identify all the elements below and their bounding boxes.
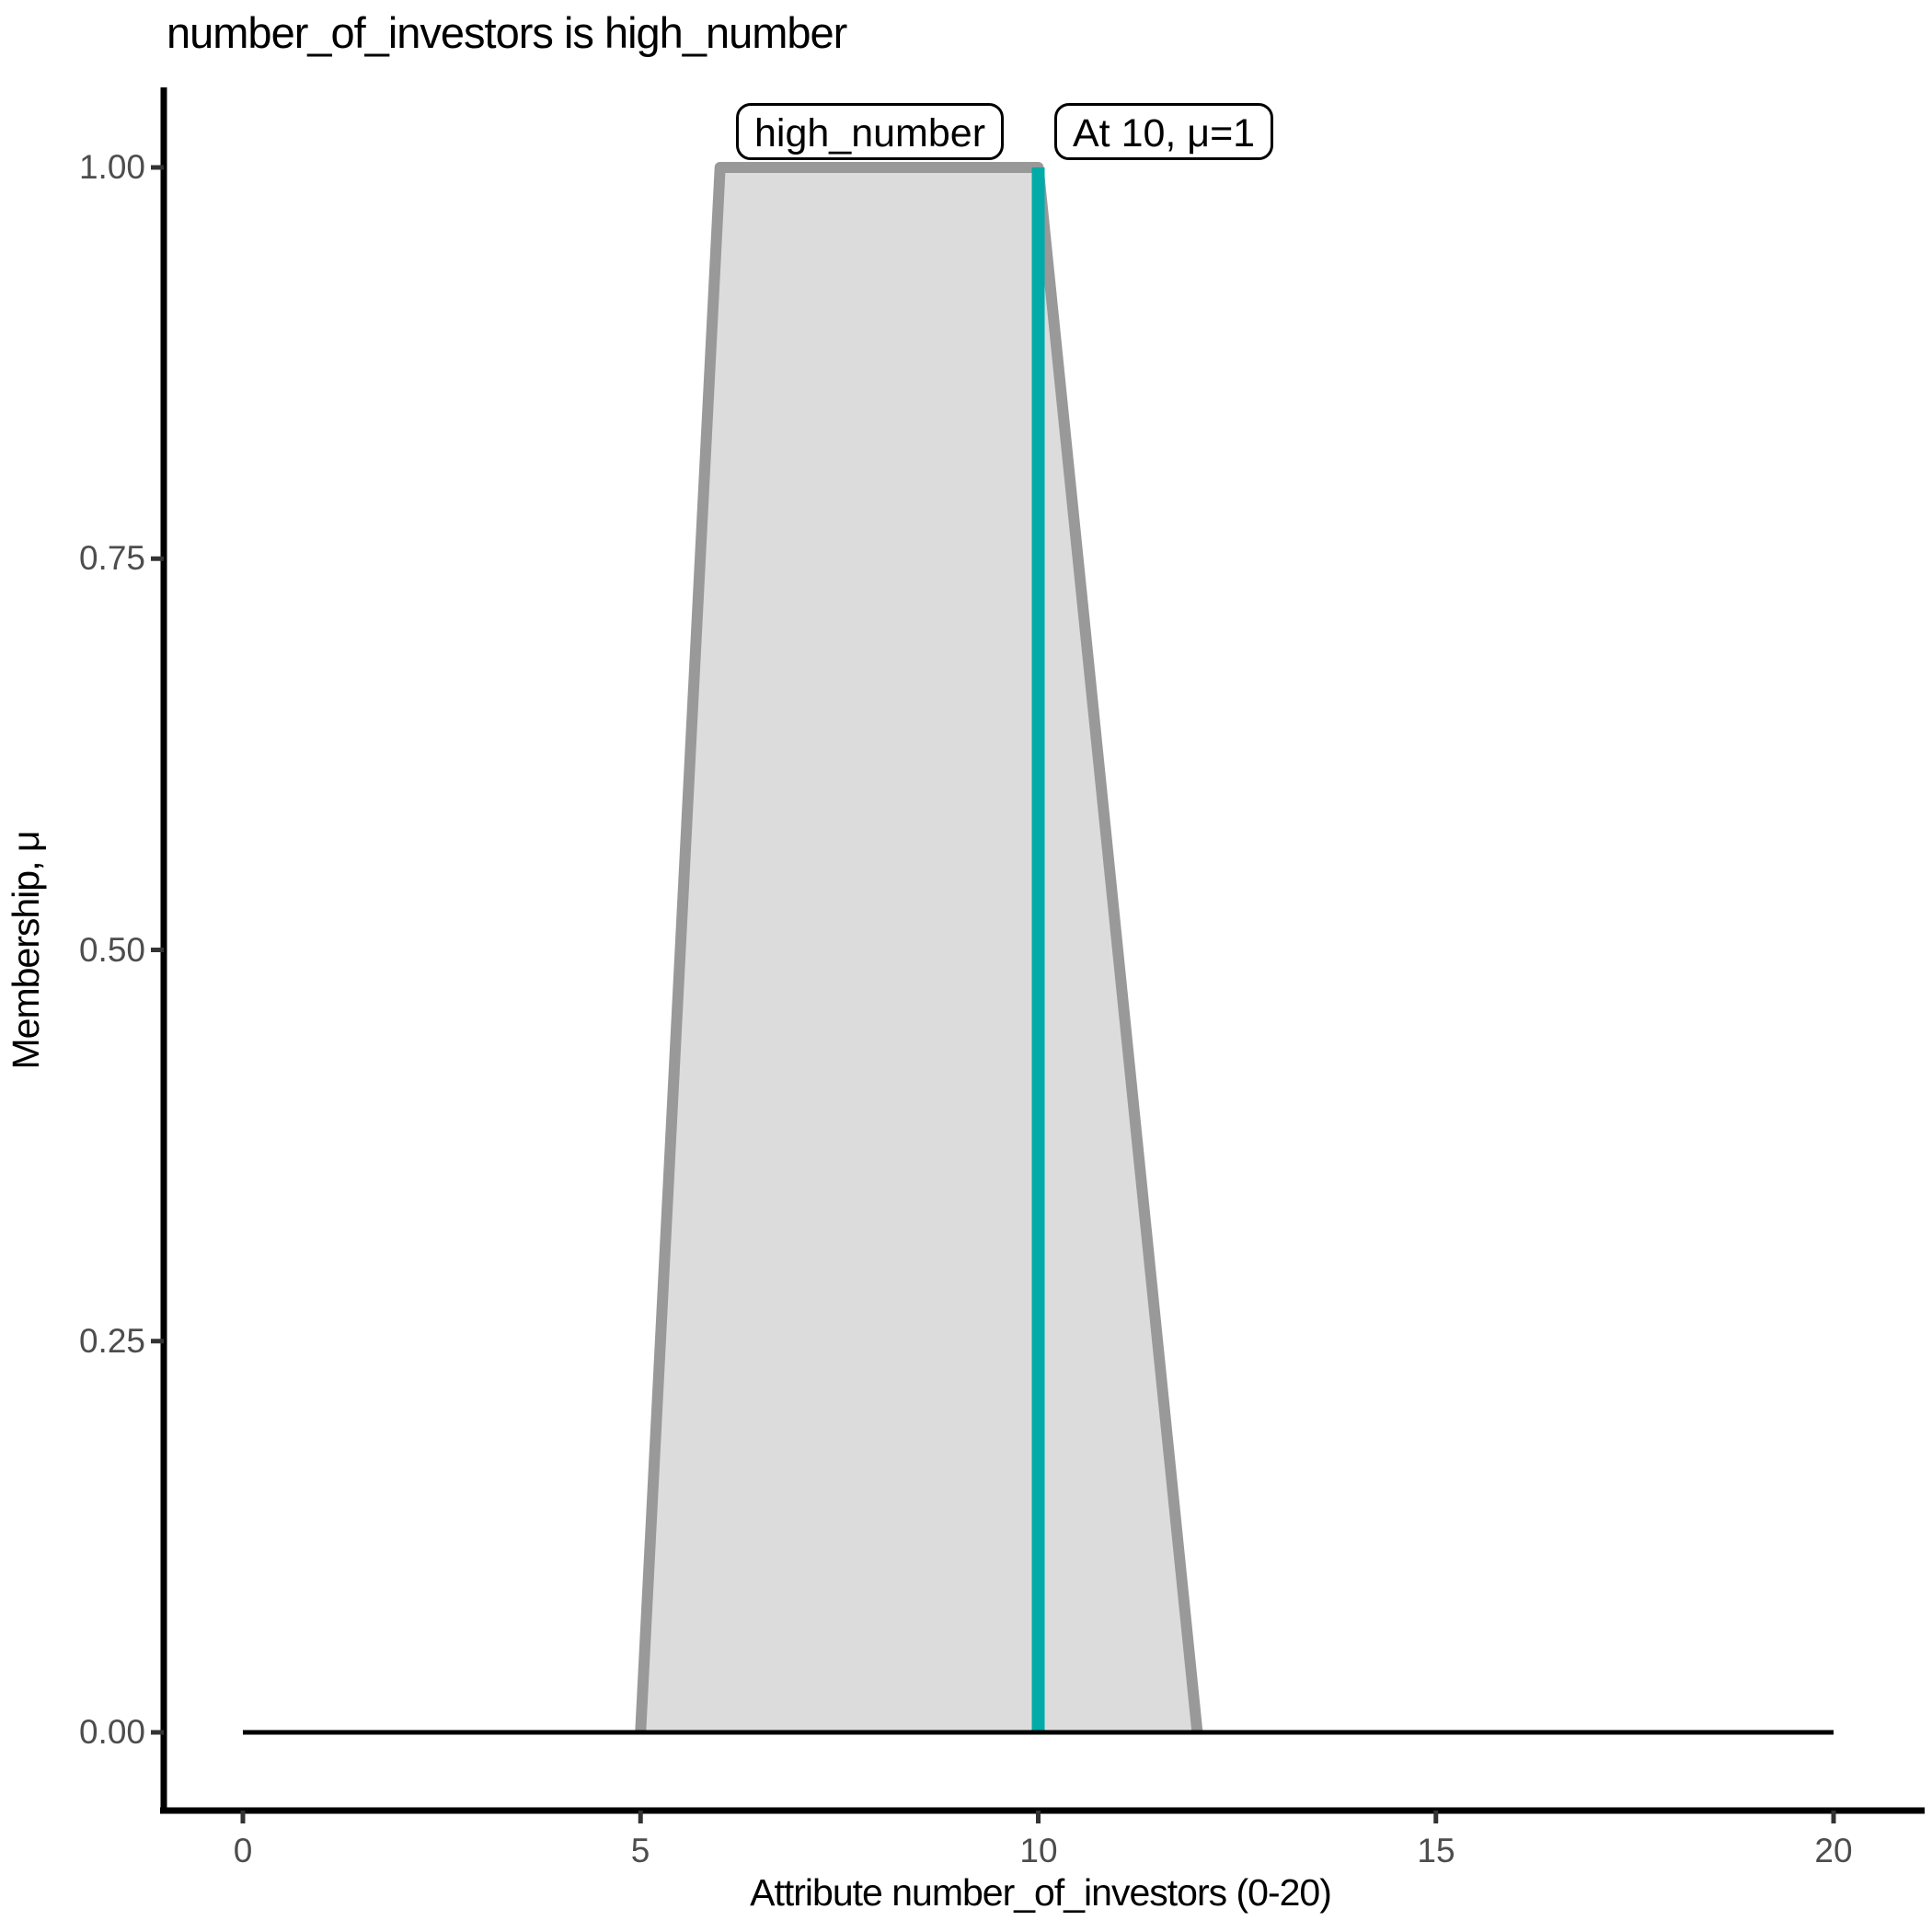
x-tick-label-5: 5 (630, 1832, 650, 1869)
membership-set-label: high_number (754, 111, 986, 155)
x-tick-label-15: 15 (1417, 1832, 1455, 1869)
x-axis-title: Attribute number_of_investors (0-20) (750, 1871, 1332, 1914)
y-tick-label-0.00: 0.00 (78, 1713, 145, 1751)
marker-value-label: At 10, μ=1 (1073, 111, 1256, 155)
membership-function-fill (640, 167, 1198, 1732)
chart-title: number_of_investors is high_number (167, 8, 847, 57)
y-tick-marks (151, 165, 164, 1735)
y-axis-title: Membership, μ (5, 831, 47, 1070)
x-tick-label-10: 10 (1019, 1832, 1058, 1869)
x-tick-label-0: 0 (233, 1832, 253, 1869)
x-tick-marks (240, 1811, 1836, 1823)
y-tick-label-1.00: 1.00 (78, 148, 145, 186)
y-tick-label-0.25: 0.25 (78, 1322, 145, 1360)
marker-value-label-box: At 10, μ=1 (1054, 103, 1274, 160)
x-tick-label-20: 20 (1814, 1832, 1853, 1869)
y-tick-label-0.50: 0.50 (78, 931, 145, 969)
membership-function-border (635, 162, 1203, 1733)
membership-set-label-box: high_number (736, 103, 1005, 160)
y-tick-label-0.75: 0.75 (78, 539, 145, 577)
